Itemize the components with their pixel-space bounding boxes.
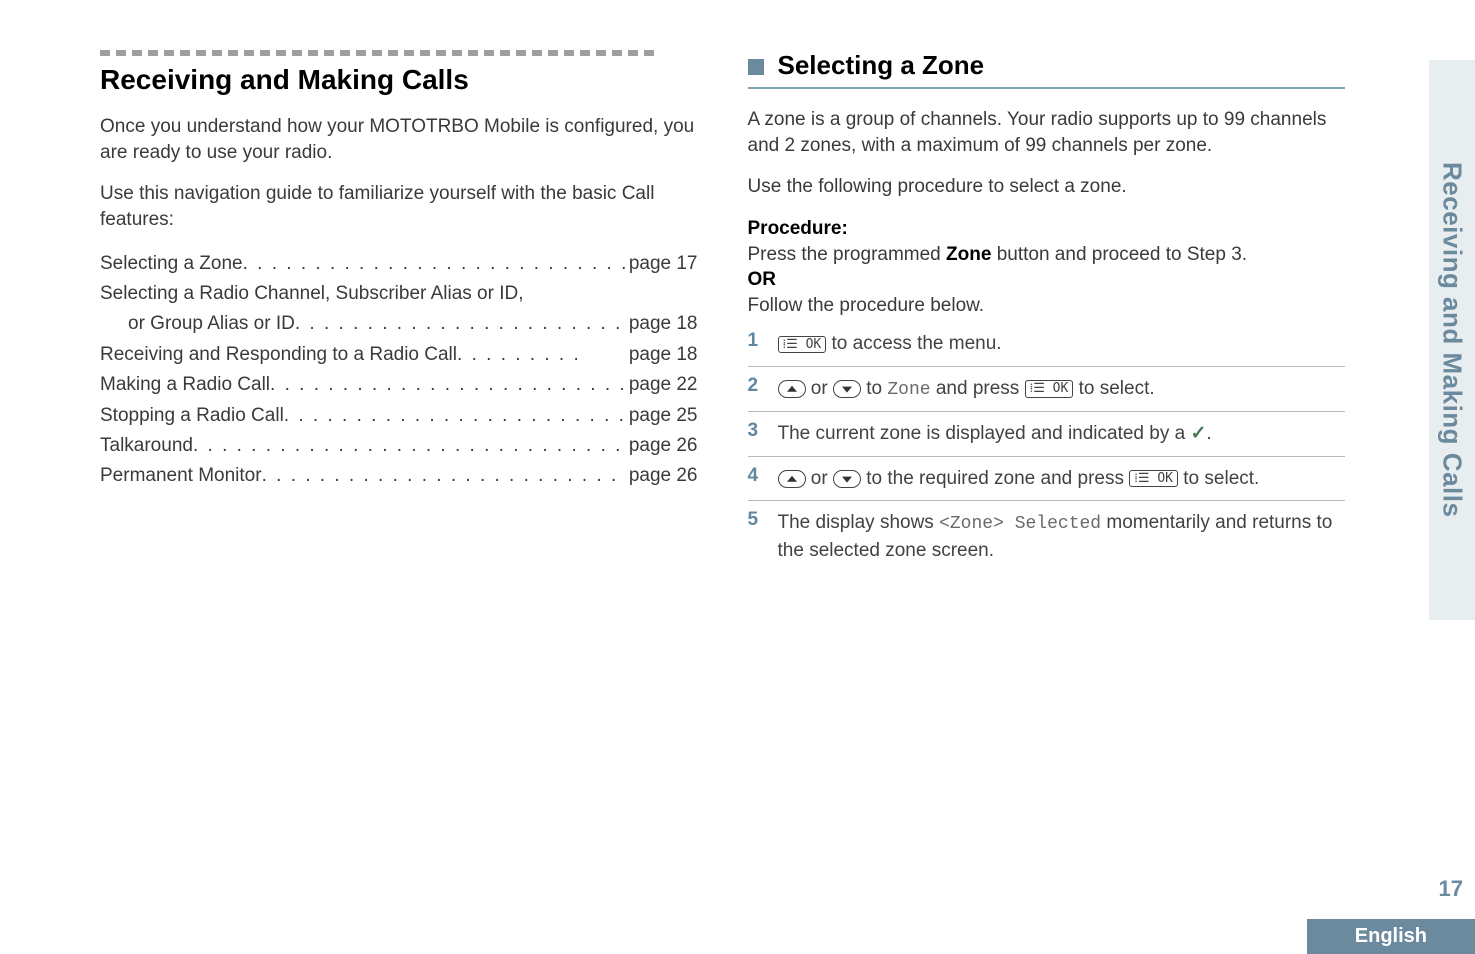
up-arrow-key-icon: [778, 470, 806, 488]
step-text: The current zone is displayed and indica…: [778, 423, 1191, 444]
down-arrow-key-icon: [833, 380, 861, 398]
zone-paragraph-2: Use the following procedure to select a …: [748, 174, 1346, 200]
page-title: Receiving and Making Calls: [100, 64, 698, 96]
right-column: Selecting a Zone A zone is a group of ch…: [748, 50, 1386, 573]
side-tab-label: Receiving and Making Calls: [1437, 162, 1468, 517]
step-number: 2: [748, 375, 764, 397]
toc-row: Talkaround . . . . . . . . . . . . . . .…: [100, 431, 698, 461]
step-text: to the required zone and press: [861, 468, 1129, 489]
step-body: ⁞☰ OK to access the menu.: [778, 330, 1346, 358]
procedure-line-2: Follow the procedure below.: [748, 295, 985, 316]
toc-dots: . . . . . . . . .: [457, 340, 625, 370]
toc-page: page 17: [625, 249, 698, 279]
toc-row: Permanent Monitor . . . . . . . . . . . …: [100, 461, 698, 491]
zone-paragraph-1: A zone is a group of channels. Your radi…: [748, 107, 1346, 158]
step-number: 1: [748, 330, 764, 352]
dashed-rule: [100, 50, 660, 56]
step-text: The display shows: [778, 512, 940, 533]
toc-label: Talkaround: [100, 431, 193, 461]
ok-key-icon: ⁞☰ OK: [778, 336, 827, 354]
section-rule: [748, 87, 1346, 89]
page-number: 17: [1439, 876, 1463, 902]
toc-row: Selecting a Zone . . . . . . . . . . . .…: [100, 249, 698, 279]
language-bar: English: [1307, 919, 1475, 954]
toc-dots: . . . . . . . . . . . . . . . . . . . . …: [193, 431, 625, 461]
toc-label: or Group Alias or ID: [128, 309, 295, 339]
step-text: to: [861, 378, 887, 399]
ok-key-icon: ⁞☰ OK: [1025, 380, 1074, 398]
procedure-block: Procedure: Press the programmed Zone but…: [748, 216, 1346, 319]
toc-page: page 26: [625, 431, 698, 461]
zone-selected-mono: <Zone> Selected: [939, 514, 1101, 534]
section-title: Selecting a Zone: [778, 50, 985, 81]
step-row: 3 The current zone is displayed and indi…: [748, 412, 1346, 457]
section-header: Selecting a Zone: [748, 50, 1346, 81]
toc-label: Making a Radio Call: [100, 370, 270, 400]
procedure-or: OR: [748, 269, 777, 290]
toc-label: Selecting a Radio Channel, Subscriber Al…: [100, 279, 524, 309]
procedure-label: Procedure:: [748, 218, 848, 239]
step-body: or to the required zone and press ⁞☰ OK …: [778, 465, 1346, 493]
ok-key-icon: ⁞☰ OK: [1129, 470, 1178, 488]
side-tab: Receiving and Making Calls: [1429, 60, 1475, 620]
step-text: or: [806, 468, 833, 489]
step-body: or to Zone and press ⁞☰ OK to select.: [778, 375, 1346, 403]
toc-label: Stopping a Radio Call: [100, 401, 284, 431]
down-arrow-key-icon: [833, 470, 861, 488]
step-row: 5 The display shows <Zone> Selected mome…: [748, 501, 1346, 573]
toc-page: page 18: [625, 340, 698, 370]
step-text: to select.: [1073, 378, 1154, 399]
toc-dots: . . . . . . . . . . . . . . . . . . . . …: [243, 249, 625, 279]
procedure-line-1a: Press the programmed: [748, 244, 947, 265]
toc-dots: . . . . . . . . . . . . . . . . . . . . …: [284, 401, 625, 431]
toc-row: Receiving and Responding to a Radio Call…: [100, 340, 698, 370]
step-number: 3: [748, 420, 764, 442]
intro-paragraph-1: Once you understand how your MOTOTRBO Mo…: [100, 114, 698, 165]
toc-dots: . . . . . . . . . . . . . . . . . . . . …: [262, 461, 625, 491]
toc-label: Permanent Monitor: [100, 461, 262, 491]
toc-row: Stopping a Radio Call . . . . . . . . . …: [100, 401, 698, 431]
toc: Selecting a Zone . . . . . . . . . . . .…: [100, 249, 698, 492]
step-text: to access the menu.: [826, 333, 1001, 354]
steps-list: 1 ⁞☰ OK to access the menu. 2 or to Zone…: [748, 322, 1346, 572]
up-arrow-key-icon: [778, 380, 806, 398]
section-bullet-icon: [748, 59, 764, 75]
intro-paragraph-2: Use this navigation guide to familiarize…: [100, 181, 698, 232]
step-number: 5: [748, 509, 764, 531]
toc-page: page 22: [625, 370, 698, 400]
step-text: and press: [931, 378, 1025, 399]
toc-label: Receiving and Responding to a Radio Call: [100, 340, 457, 370]
step-text: to select.: [1178, 468, 1259, 489]
step-body: The display shows <Zone> Selected moment…: [778, 509, 1346, 565]
step-row: 4 or to the required zone and press ⁞☰ O…: [748, 457, 1346, 502]
procedure-line-1c: button and proceed to Step 3.: [991, 244, 1247, 265]
left-column: Receiving and Making Calls Once you unde…: [100, 50, 698, 573]
step-text: or: [806, 378, 833, 399]
procedure-zone-bold: Zone: [946, 244, 991, 265]
toc-page: page 18: [625, 309, 698, 339]
toc-dots: . . . . . . . . . . . . . . . . . . . . …: [295, 309, 625, 339]
step-row: 2 or to Zone and press ⁞☰ OK to select.: [748, 367, 1346, 412]
toc-row: or Group Alias or ID . . . . . . . . . .…: [100, 309, 698, 339]
toc-page: page 25: [625, 401, 698, 431]
toc-row: Selecting a Radio Channel, Subscriber Al…: [100, 279, 698, 309]
toc-row: Making a Radio Call . . . . . . . . . . …: [100, 370, 698, 400]
zone-mono: Zone: [887, 380, 930, 400]
toc-label: Selecting a Zone: [100, 249, 243, 279]
toc-page: page 26: [625, 461, 698, 491]
step-number: 4: [748, 465, 764, 487]
step-body: The current zone is displayed and indica…: [778, 420, 1346, 448]
check-icon: ✓: [1190, 423, 1206, 444]
step-text: .: [1206, 423, 1211, 444]
step-row: 1 ⁞☰ OK to access the menu.: [748, 322, 1346, 367]
toc-dots: . . . . . . . . . . . . . . . . . . . . …: [270, 370, 625, 400]
